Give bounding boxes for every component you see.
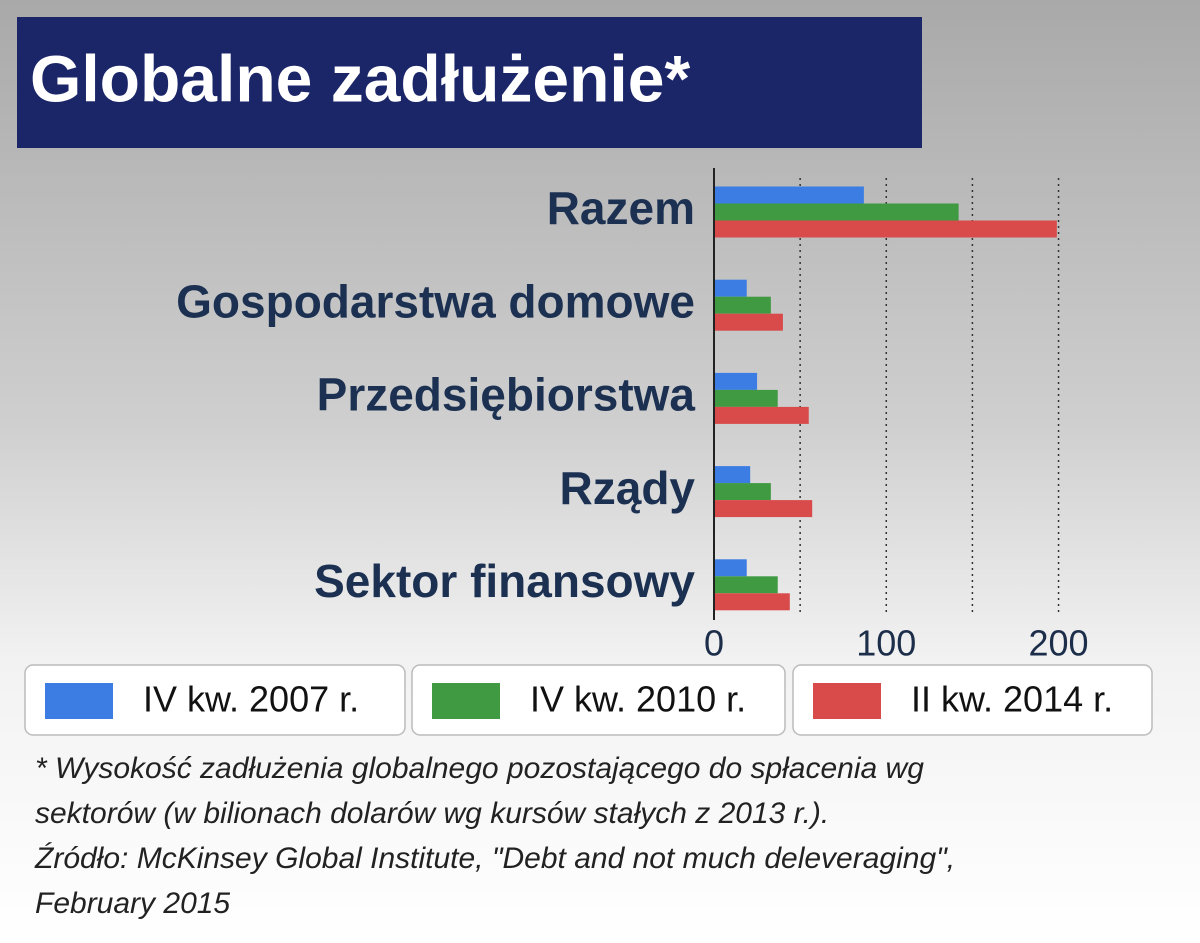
- legend-swatch: [45, 683, 113, 719]
- legend-label: IV kw. 2010 r.: [530, 679, 746, 720]
- x-tick-label: 0: [704, 623, 724, 664]
- category-label: Gospodarstwa domowe: [176, 275, 695, 327]
- bar: [714, 372, 758, 390]
- bar: [714, 559, 747, 577]
- bar: [714, 466, 751, 484]
- bar: [714, 483, 771, 501]
- bar: [714, 500, 813, 518]
- bar: [714, 406, 809, 424]
- bar: [714, 220, 1057, 238]
- category-label: Przedsiębiorstwa: [317, 369, 696, 421]
- bar: [714, 279, 747, 297]
- footnote: * Wysokość zadłużenia globalnego pozosta…: [35, 752, 924, 785]
- legend-swatch: [432, 683, 500, 719]
- category-label: Razem: [547, 182, 695, 234]
- chart-title: Globalne zadłużenie*: [30, 41, 690, 115]
- bar: [714, 296, 771, 314]
- legend-label: IV kw. 2007 r.: [143, 679, 359, 720]
- legend-box: [24, 664, 406, 736]
- x-tick-label: 200: [1029, 623, 1089, 664]
- footnote: sektorów (w bilionach dolarów wg kursów …: [35, 797, 829, 830]
- category-label: Rządy: [560, 462, 696, 514]
- legend-swatch: [813, 683, 881, 719]
- bar: [714, 203, 959, 221]
- title-box: [17, 17, 922, 148]
- x-tick-label: 100: [856, 623, 916, 664]
- footnote: February 2015: [35, 887, 230, 920]
- bar: [714, 313, 783, 331]
- legend-label: II kw. 2014 r.: [911, 679, 1113, 720]
- bar: [714, 389, 778, 407]
- legend-box: [411, 664, 786, 736]
- bar: [714, 186, 864, 204]
- legend-box: [792, 664, 1153, 736]
- footnote: Źródło: McKinsey Global Institute, "Debt…: [34, 842, 955, 875]
- category-label: Sektor finansowy: [314, 555, 695, 607]
- bar: [714, 576, 778, 594]
- bar: [714, 593, 790, 611]
